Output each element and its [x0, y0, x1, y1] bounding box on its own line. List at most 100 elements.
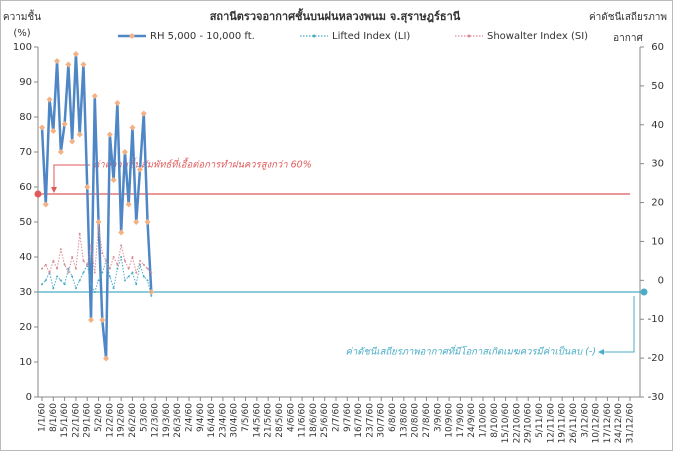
data-point: [150, 271, 153, 274]
data-point: [146, 279, 149, 282]
x-tick-label: 14/5/60: [252, 403, 262, 438]
data-marker: [42, 201, 49, 208]
data-point: [135, 283, 138, 286]
data-point: [108, 267, 111, 270]
x-tick-label: 3/9/60: [433, 403, 443, 432]
data-point: [74, 287, 77, 290]
x-tick-label: 16/7/60: [354, 403, 364, 438]
data-point: [142, 263, 145, 266]
data-marker: [144, 219, 151, 225]
x-tick-label: 19/2/60: [117, 403, 127, 438]
data-point: [108, 275, 111, 278]
data-marker: [137, 166, 143, 173]
x-tick-label: 12/3/60: [151, 403, 161, 438]
data-marker: [69, 138, 76, 145]
series-line: [41, 225, 152, 275]
data-marker: [72, 51, 79, 57]
data-marker: [103, 355, 110, 362]
x-tick-label: 9/7/60: [343, 403, 353, 432]
data-marker: [125, 201, 132, 208]
data-marker: [91, 93, 98, 99]
data-marker: [106, 131, 113, 138]
data-marker: [118, 229, 125, 236]
x-tick-label: 6/8/60: [388, 403, 398, 432]
x-tick-label: 1/1/60: [38, 403, 48, 432]
data-marker: [57, 149, 64, 155]
x-tick-label: 19/11/60: [558, 403, 568, 444]
data-marker: [65, 61, 72, 68]
y-tick-label: 50: [19, 217, 32, 228]
data-point: [120, 244, 123, 247]
data-point: [41, 267, 43, 270]
data-point: [131, 271, 134, 274]
reference-dot: [34, 190, 42, 198]
y2-tick-label: -30: [648, 392, 664, 403]
data-point: [142, 275, 145, 278]
x-tick-label: 24/9/60: [467, 403, 477, 438]
x-tick-label: 27/8/60: [422, 403, 432, 438]
y-tick-label: 20: [19, 322, 32, 333]
data-point: [44, 279, 47, 282]
data-marker: [84, 184, 91, 190]
x-tick-label: 11/6/60: [298, 403, 308, 438]
x-tick-label: 26/2/60: [128, 403, 138, 438]
x-tick-label: 22/10/60: [512, 403, 522, 444]
x-tick-label: 31/12/60: [626, 403, 636, 444]
data-point: [67, 267, 70, 270]
data-point: [63, 283, 66, 286]
data-point: [52, 287, 55, 290]
x-tick-label: 9/4/60: [196, 403, 206, 432]
data-marker: [114, 100, 121, 106]
data-point: [150, 294, 153, 297]
x-tick-label: 8/1/60: [49, 403, 59, 432]
legend-marker: [467, 34, 471, 38]
annotation: ค่าดัชนีเสถียรภาพอากาศที่มีโอกาสเกิดเมฆค…: [346, 345, 596, 358]
y2-tick-label: 60: [651, 42, 664, 53]
data-point: [93, 291, 96, 293]
data-point: [139, 263, 141, 266]
x-tick-label: 7/5/60: [241, 403, 251, 432]
data-point: [78, 279, 81, 282]
y2-axis-title: ค่าดัชนีเสถียรภาพ: [589, 11, 667, 23]
y2-tick-label: 10: [651, 236, 664, 247]
data-point: [56, 267, 59, 270]
data-marker: [76, 131, 83, 138]
data-point: [63, 263, 66, 266]
data-point: [123, 259, 126, 262]
data-marker: [46, 96, 53, 103]
data-point: [105, 259, 108, 262]
x-tick-label: 16/4/60: [207, 403, 217, 438]
x-tick-label: 26/3/60: [173, 403, 183, 438]
legend-label: Showalter Index (SI): [487, 31, 588, 42]
data-marker: [129, 124, 136, 131]
y-tick-label: 70: [19, 147, 32, 158]
data-point: [131, 256, 134, 258]
data-point: [116, 267, 119, 270]
data-point: [59, 248, 62, 251]
data-marker: [88, 317, 94, 323]
data-point: [97, 279, 100, 282]
y-tick-label: 80: [19, 112, 32, 123]
data-point: [90, 283, 92, 286]
data-point: [101, 252, 104, 255]
y-axis-title: (%): [13, 28, 30, 39]
legend-label: RH 5,000 - 10,000 ft.: [150, 31, 255, 42]
x-tick-label: 3/12/60: [580, 403, 590, 438]
y-tick-label: 40: [19, 252, 32, 263]
series-line: [41, 256, 152, 297]
series-line: [40, 53, 153, 359]
x-tick-label: 25/6/60: [320, 403, 330, 438]
x-tick-label: 15/1/60: [60, 403, 70, 438]
legend-marker: [312, 34, 316, 38]
y-axis-title: ความชื้น: [3, 9, 41, 23]
data-point: [90, 244, 92, 247]
x-tick-label: 5/3/60: [139, 403, 149, 432]
data-point: [86, 263, 89, 266]
y-tick-label: 30: [19, 287, 32, 298]
data-marker: [54, 58, 61, 64]
data-point: [93, 271, 96, 274]
x-tick-label: 22/1/60: [71, 403, 81, 438]
y2-tick-label: 20: [651, 198, 664, 209]
x-tick-label: 2/7/60: [332, 403, 342, 432]
y2-tick-label: 30: [651, 159, 664, 170]
